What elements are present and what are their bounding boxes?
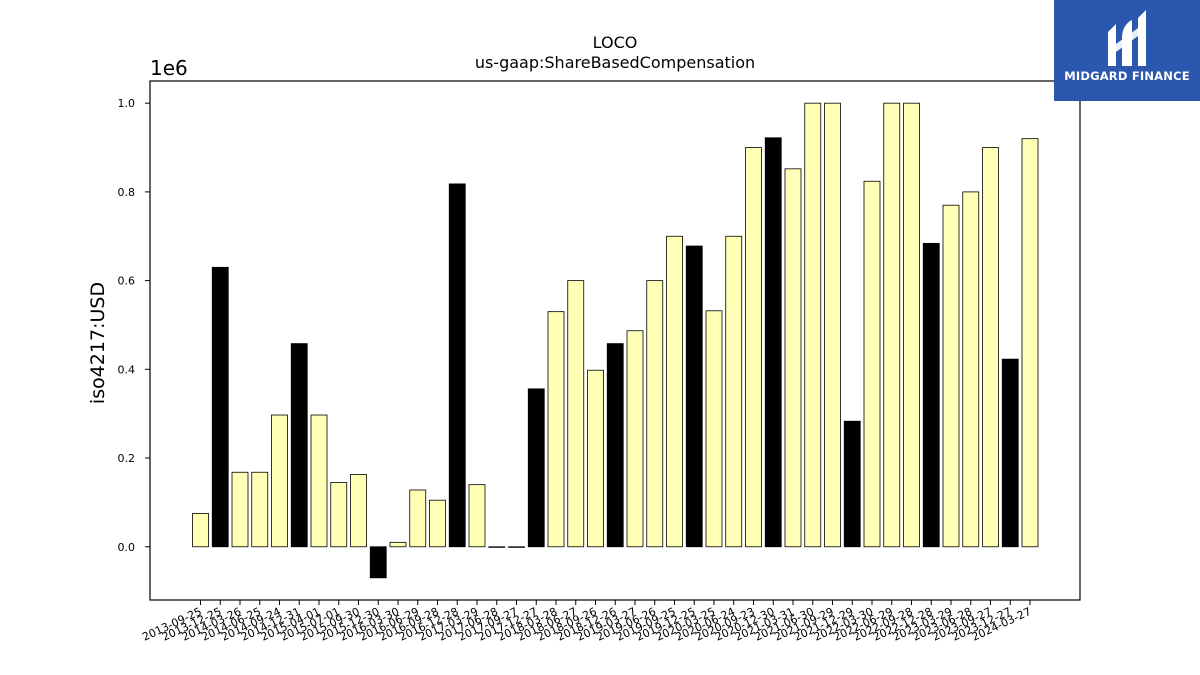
bar-2017-12-27 [527, 388, 545, 548]
bar-2018-12-26 [606, 343, 624, 548]
bar-2014-12-31 [290, 343, 308, 548]
bar-2014-03-26 [231, 471, 249, 548]
bar-2016-06-29 [409, 489, 427, 548]
midgard-logo-icon [1108, 10, 1146, 66]
x-axis-ticks: 2013-09-252013-12-252014-03-262014-06-25… [140, 600, 1033, 644]
bar-2015-12-30 [369, 546, 387, 579]
bar-2019-09-25 [666, 235, 683, 548]
bar-2020-12-30 [764, 137, 782, 548]
bar-2022-12-28 [922, 242, 940, 548]
bar-2023-03-29 [942, 204, 960, 548]
bar-2020-03-25 [705, 310, 723, 548]
bar-2016-03-30 [389, 541, 407, 548]
bars-group [192, 102, 1039, 579]
bar-2019-03-27 [626, 330, 644, 548]
bar-2023-06-28 [962, 191, 980, 548]
bar-2016-09-28 [429, 499, 446, 548]
bar-2013-12-25 [211, 266, 229, 548]
bar-2018-09-26 [587, 369, 604, 548]
bar-2016-12-28 [448, 183, 466, 548]
y-axis-multiplier: 1e6 [150, 56, 188, 80]
y-axis-label: iso4217:USD [87, 281, 109, 405]
bar-2015-07-01 [330, 482, 348, 548]
bar-2013-09-25 [192, 513, 209, 548]
y-tick-label: 0.4 [118, 363, 136, 376]
bar-2023-12-27 [1001, 358, 1019, 548]
bar-2015-04-01 [310, 414, 328, 548]
bar-2020-06-24 [725, 235, 743, 548]
y-tick-label: 0.2 [118, 452, 136, 465]
bar-2021-12-29 [843, 420, 861, 548]
brand-name: MIDGARD FINANCE [1064, 69, 1190, 83]
y-axis-ticks: 0.0 0.2 0.4 0.6 0.8 1.0 [118, 97, 150, 554]
brand-logo: MIDGARD FINANCE [1054, 0, 1200, 101]
bar-2022-06-29 [883, 102, 901, 548]
bar-2021-09-29 [824, 102, 841, 548]
y-tick-label: 0.8 [118, 186, 136, 199]
bar-2021-03-31 [784, 168, 802, 548]
bar-2017-06-28 [488, 546, 506, 548]
bar-2021-06-30 [804, 102, 822, 548]
bar-2017-09-27 [508, 546, 525, 548]
bar-2020-09-23 [745, 147, 762, 548]
bar-2018-06-27 [567, 280, 585, 548]
y-tick-label: 0.6 [118, 275, 136, 288]
bar-2017-03-29 [468, 484, 486, 548]
y-tick-label: 0.0 [118, 541, 136, 554]
plot-frame [149, 80, 1081, 601]
bar-2019-06-26 [646, 280, 664, 548]
chart-title: LOCO [592, 33, 638, 52]
bar-2023-09-27 [982, 147, 999, 548]
bar-2019-12-25 [685, 245, 703, 548]
bar-2018-03-28 [547, 311, 565, 548]
bar-2014-09-24 [271, 414, 288, 548]
bar-2014-06-25 [251, 471, 269, 548]
y-tick-label: 1.0 [118, 97, 136, 110]
chart-subtitle: us-gaap:ShareBasedCompensation [474, 53, 756, 72]
bar-2024-03-27 [1021, 138, 1039, 548]
bar-2015-09-30 [350, 474, 367, 548]
bar-2022-09-28 [903, 102, 920, 548]
bar-2022-03-30 [863, 180, 881, 548]
